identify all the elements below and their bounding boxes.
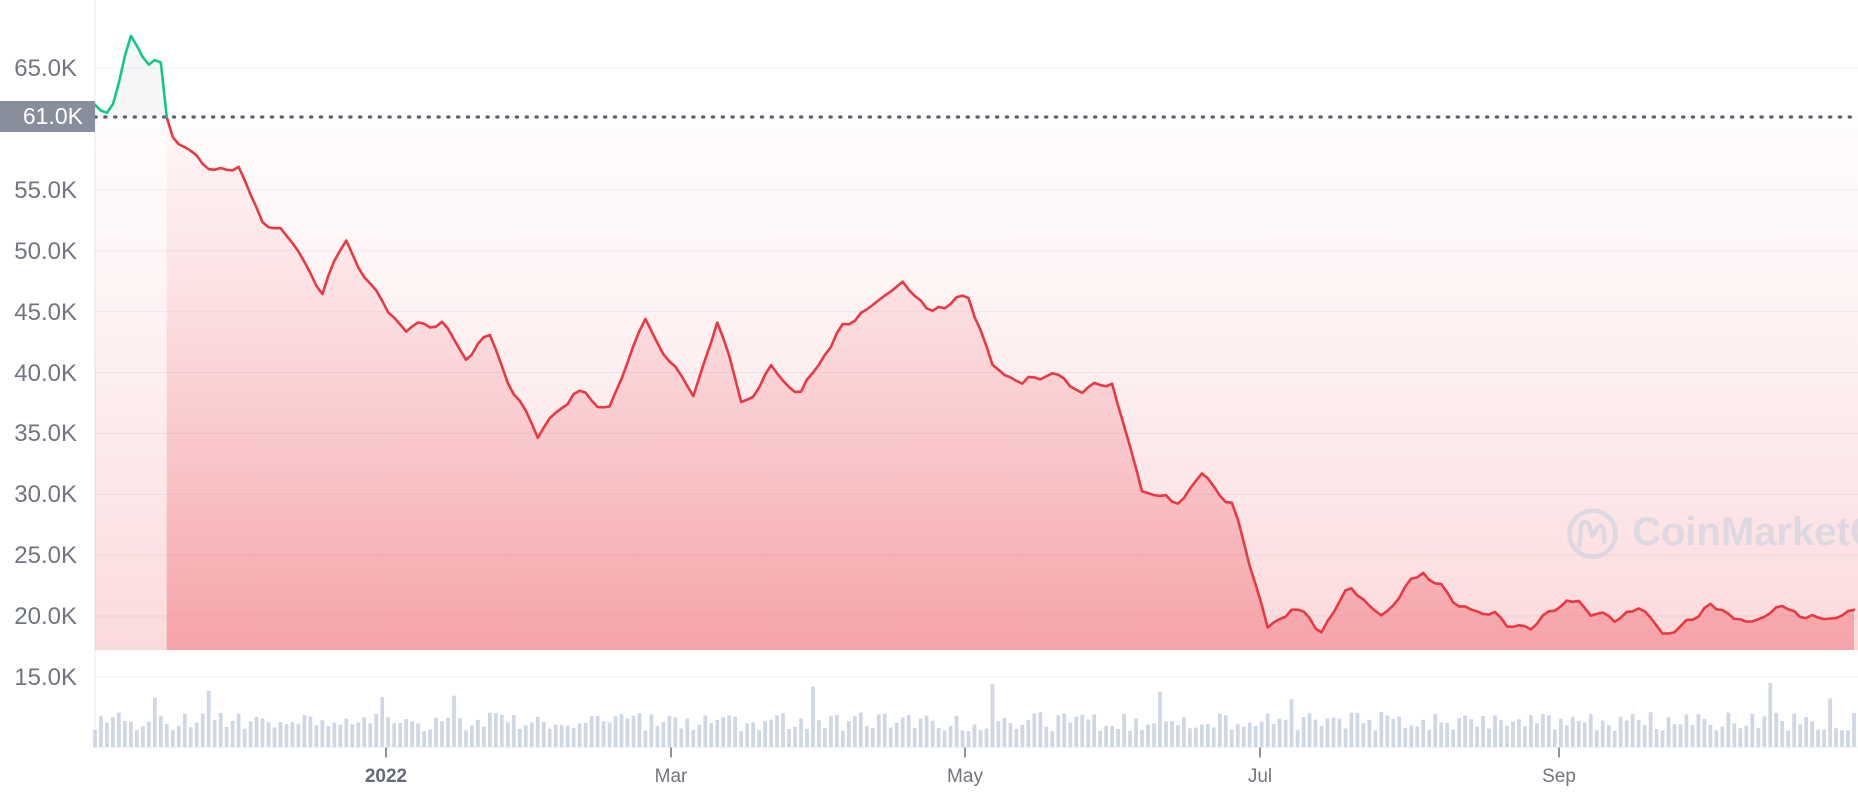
- svg-text:CoinMarketCap: CoinMarketCap: [1632, 510, 1858, 554]
